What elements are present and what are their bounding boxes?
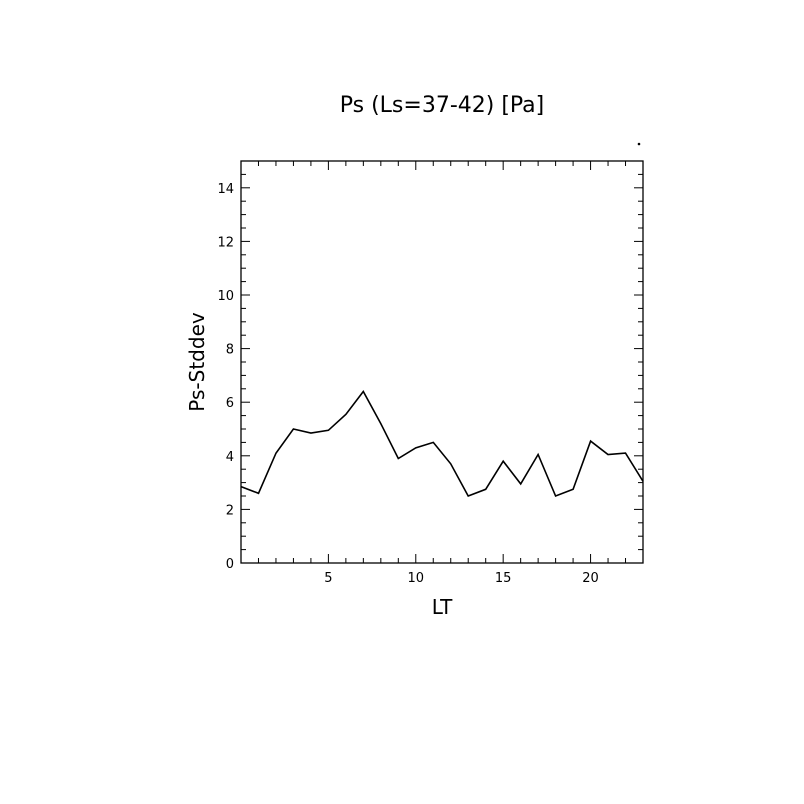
series-line <box>240 390 644 498</box>
y-tick-label: 14 <box>217 182 234 197</box>
x-axis-label: LT <box>432 595 453 619</box>
x-tick-label: 15 <box>495 571 512 586</box>
y-tick-label: 10 <box>217 289 234 304</box>
chart-title: Ps (Ls=37-42) [Pa] <box>340 93 545 118</box>
y-tick-label: 4 <box>226 450 234 465</box>
plot-frame <box>240 160 644 564</box>
ticks-layer <box>240 160 644 564</box>
x-tick-label: 5 <box>324 571 332 586</box>
x-tick-label: 10 <box>408 571 425 586</box>
y-tick-label: 6 <box>226 396 234 411</box>
series-layer <box>240 390 644 498</box>
y-tick-label: 0 <box>226 557 234 572</box>
x-tick-label: 20 <box>582 571 599 586</box>
y-tick-label: 12 <box>217 235 234 250</box>
y-axis-label: Ps-Stddev <box>185 312 209 412</box>
y-tick-label: 8 <box>226 343 234 358</box>
tick-labels-layer: 0 2 4 6 8 10 12 14 5 10 15 20 <box>217 182 598 586</box>
corner-dot <box>637 142 641 146</box>
y-tick-label: 2 <box>226 503 234 518</box>
